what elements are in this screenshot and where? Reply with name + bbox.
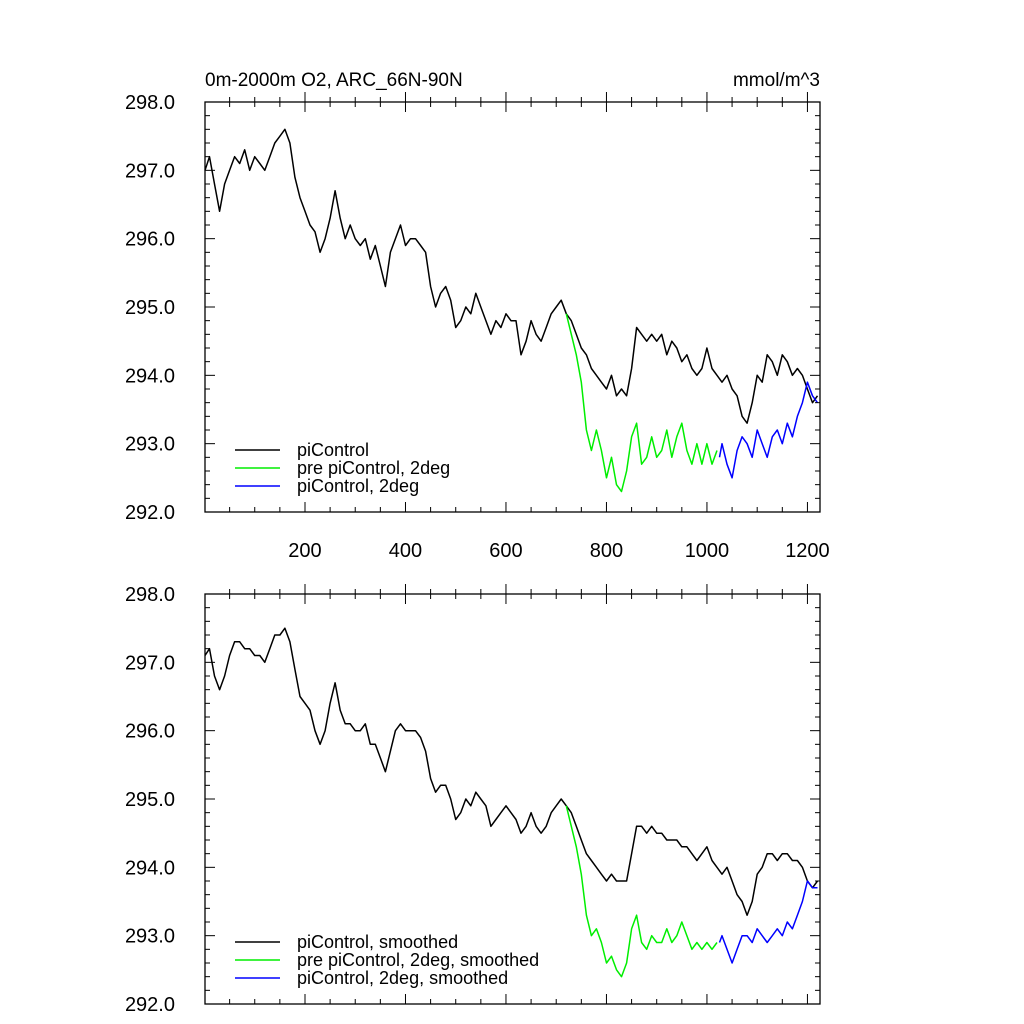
y-tick-label: 293.0: [125, 434, 175, 456]
x-tick-label: 1000: [685, 540, 730, 562]
legend-label: piControl, smoothed: [297, 932, 458, 952]
legend-label: pre piControl, 2deg: [297, 458, 450, 478]
y-tick-label: 293.0: [125, 926, 175, 948]
series-line: [204, 128, 819, 424]
y-tick-label: 295.0: [125, 297, 175, 319]
y-tick-label: 295.0: [125, 789, 175, 811]
y-tick-label: 294.0: [125, 365, 175, 387]
top-chart-panel: 0m-2000m O2, ARC_66N-90N mmol/m^3 298.0 2…: [125, 70, 830, 562]
units-label: mmol/m^3: [733, 70, 820, 91]
legend-label: piControl, 2deg, smoothed: [297, 968, 508, 988]
legend-label: piControl, 2deg: [297, 476, 419, 496]
x-tick-label: 600: [489, 540, 522, 562]
series-line: [565, 805, 718, 978]
series-line: [718, 381, 819, 479]
y-tick-label: 297.0: [125, 652, 175, 674]
chart-title: 0m-2000m O2, ARC_66N-90N: [205, 70, 463, 91]
series-line: [204, 627, 819, 916]
y-tick-label: 292.0: [125, 502, 175, 524]
x-tick-label: 800: [590, 540, 623, 562]
x-tick-label: 1200: [785, 540, 830, 562]
x-tick-label: 200: [288, 540, 321, 562]
x-tick-label: 400: [389, 540, 422, 562]
legend-label: pre piControl, 2deg, smoothed: [297, 950, 539, 970]
y-tick-label: 292.0: [125, 994, 175, 1016]
bottom-chart-panel: 298.0 297.0 296.0 295.0 294.0 293.0 292.0 piCo…: [125, 584, 821, 1016]
y-tick-label: 298.0: [125, 92, 175, 114]
series-line: [565, 313, 718, 493]
series-line: [718, 880, 818, 964]
y-tick-label: 297.0: [125, 160, 175, 182]
y-tick-label: 296.0: [125, 229, 175, 251]
legend-label: piControl: [297, 440, 369, 460]
y-tick-label: 296.0: [125, 721, 175, 743]
y-tick-label: 294.0: [125, 857, 175, 879]
y-tick-label: 298.0: [125, 584, 175, 606]
